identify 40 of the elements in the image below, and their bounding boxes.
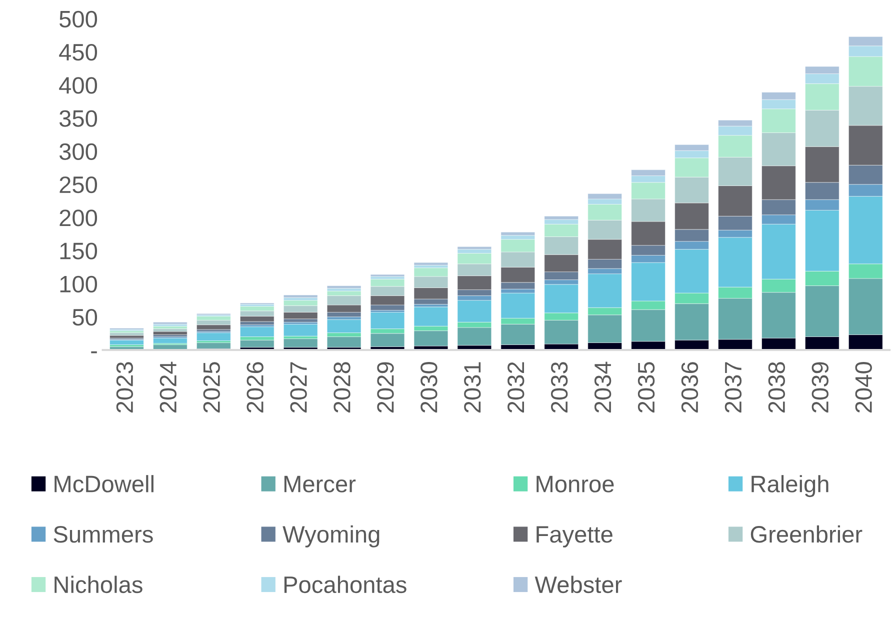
x-tick-label: 2038 [768, 362, 786, 412]
x-tick-label: 2025 [203, 362, 220, 412]
legend-label: Fayette [536, 526, 612, 548]
x-tick-label: 2036 [681, 362, 698, 412]
x-tick-label: 2023 [116, 362, 134, 412]
y-tick-label: 450 [59, 44, 98, 61]
legend-label: Pocahontas [284, 576, 406, 594]
y-tick-label: 300 [59, 143, 98, 160]
x-tick-label: 2032 [508, 362, 524, 412]
y-tick-label: 200 [60, 210, 98, 226]
x-tick-label: 2033 [550, 362, 568, 412]
x-tick-label: 2035 [638, 362, 655, 412]
x-tick-label: 2026 [246, 362, 264, 412]
legend-label: Wyoming [282, 525, 380, 548]
y-tick-label: 400 [59, 77, 98, 94]
y-tick-label: 150 [60, 242, 98, 260]
y-tick-label: 250 [60, 176, 98, 194]
y-tick-label: 50 [72, 308, 98, 326]
x-tick-label: 2024 [160, 362, 177, 412]
legend-label: Mercer [284, 476, 356, 492]
x-tick-label: 2040 [855, 362, 872, 412]
legend-label: Summers [54, 526, 153, 543]
x-tick-label: 2027 [290, 362, 307, 412]
x-tick-label: 2029 [377, 362, 394, 412]
legend-label: Nicholas [54, 576, 142, 594]
x-tick-label: 2037 [724, 362, 742, 412]
y-tick-label: - [91, 351, 97, 354]
legend-label: Raleigh [752, 475, 828, 498]
y-tick-label: 100 [60, 276, 98, 293]
y-tick-label: 350 [59, 110, 98, 127]
legend-label: Greenbrier [750, 525, 862, 543]
x-tick-label: 2030 [420, 362, 438, 412]
x-tick-label: 2031 [464, 362, 481, 412]
x-tick-label: 2039 [812, 362, 828, 412]
legend-label: Webster [534, 576, 622, 594]
x-tick-label: 2034 [594, 362, 612, 412]
legend-label: McDowell [54, 475, 154, 492]
x-tick-label: 2028 [334, 362, 350, 412]
legend-label: Monroe [536, 476, 614, 492]
y-tick-label: 500 [60, 10, 98, 28]
